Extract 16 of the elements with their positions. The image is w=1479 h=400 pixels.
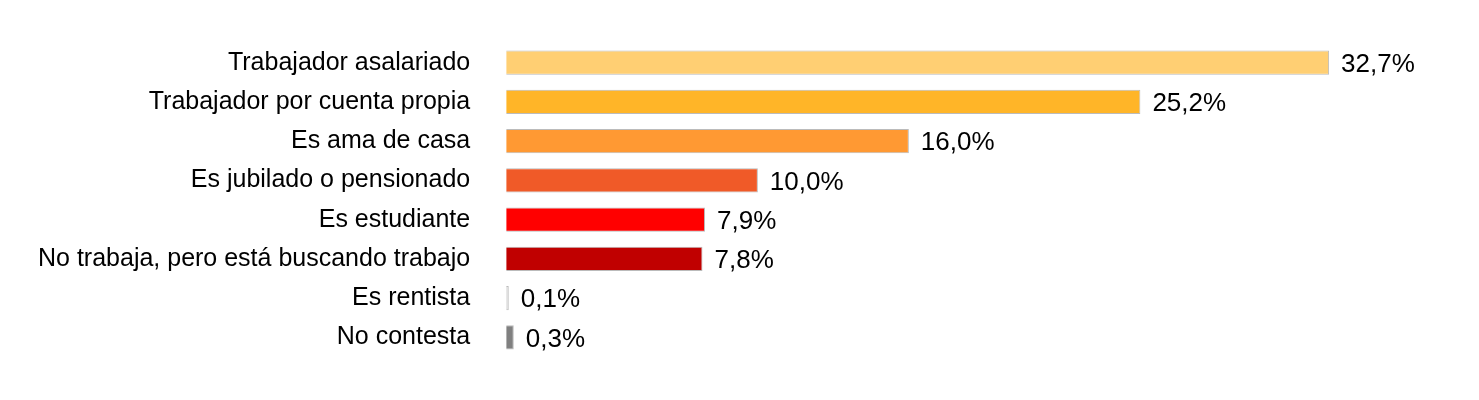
y-tick-label: Trabajador por cuenta propia bbox=[148, 85, 471, 114]
y-tick-label: No trabaja, pero está buscando trabajo bbox=[37, 242, 471, 271]
y-tick-label: Trabajador asalariado bbox=[227, 46, 471, 75]
data-label: 7,8% bbox=[714, 244, 774, 275]
data-label: 7,9% bbox=[717, 204, 777, 235]
y-tick-label: Es estudiante bbox=[318, 203, 471, 232]
data-label: 25,2% bbox=[1152, 87, 1227, 118]
data-label: 0,1% bbox=[520, 283, 581, 314]
data-label: 32,7% bbox=[1341, 47, 1415, 78]
y-tick-label: No contesta bbox=[336, 321, 471, 350]
data-label: 10,0% bbox=[769, 165, 844, 196]
data-label: 0,3% bbox=[525, 322, 586, 353]
y-tick-label: Es rentista bbox=[352, 282, 471, 311]
y-tick-label: Es jubilado o pensionado bbox=[190, 164, 471, 193]
y-tick-label: Es ama de casa bbox=[290, 125, 471, 154]
data-label: 16,0% bbox=[920, 126, 995, 157]
